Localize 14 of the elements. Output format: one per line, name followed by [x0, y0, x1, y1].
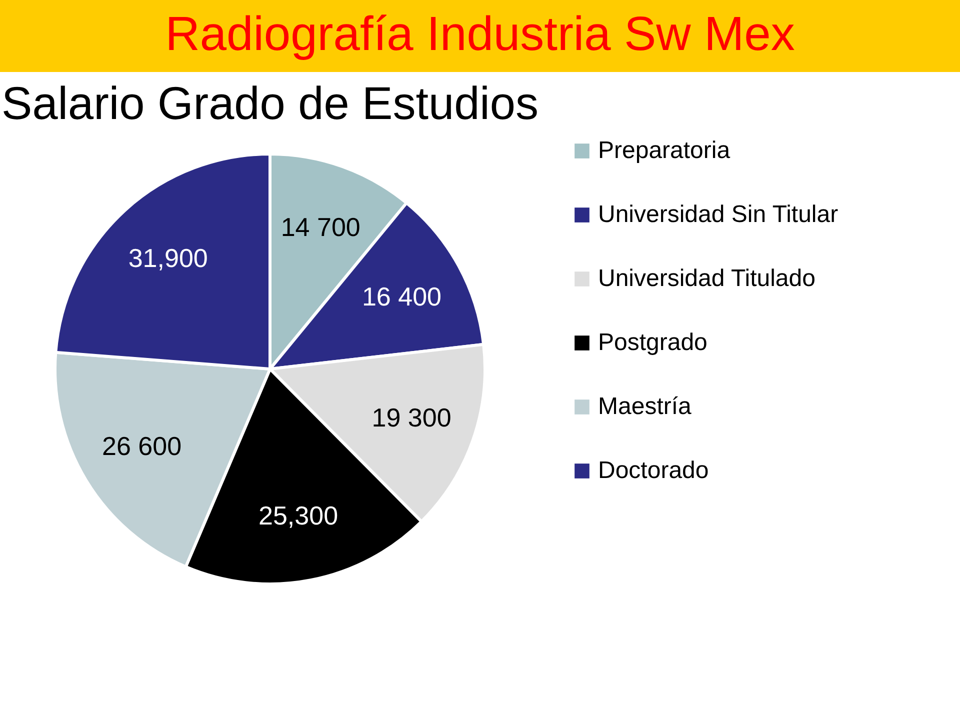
legend-label: Postgrado [598, 329, 708, 356]
legend-label: Doctorado [598, 457, 709, 484]
chart-title: Radiografía Industria Sw Mex [165, 8, 795, 61]
legend-label: Universidad Sin Titular [598, 201, 838, 228]
data-label: 26 600 [102, 430, 182, 461]
data-label: 16 400 [362, 281, 442, 312]
chart-subtitle: Salario Grado de Estudios [2, 77, 538, 129]
data-label: 14 700 [280, 212, 360, 242]
legend-label: Universidad Titulado [598, 265, 816, 292]
data-label: 31,900 [128, 242, 208, 273]
data-label: 25,300 [258, 500, 338, 530]
legend-label: Preparatoria [598, 137, 731, 164]
legend-label: Maestría [598, 393, 692, 420]
data-label: 19 300 [372, 402, 452, 433]
